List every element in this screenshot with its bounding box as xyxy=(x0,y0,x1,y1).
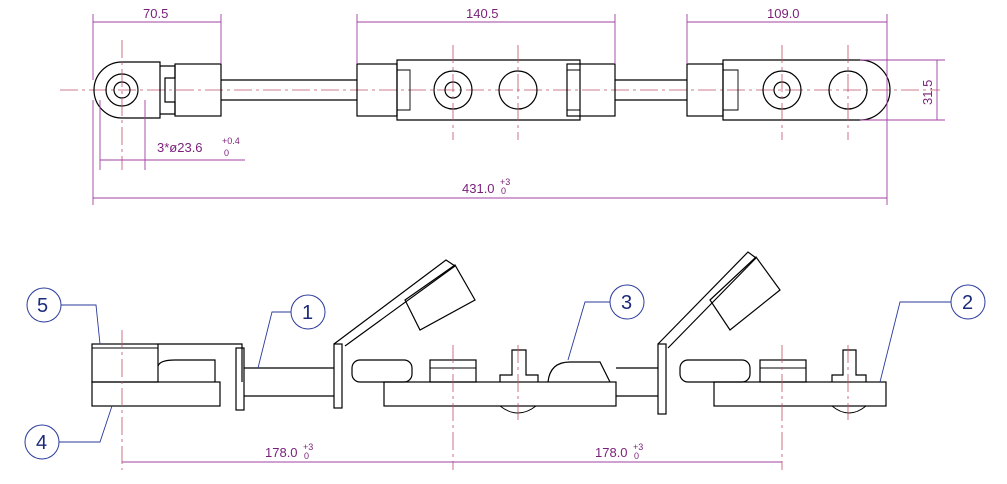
callout-4: 4 xyxy=(24,405,113,460)
top-view: 70.5 140.5 109.0 31.5 3*ø23.6 +0.4 0 431… xyxy=(60,6,945,205)
right-cover-arm xyxy=(657,251,757,349)
left-arm xyxy=(158,343,243,382)
right-bolt xyxy=(831,349,867,382)
callout-5-label: 5 xyxy=(37,295,48,317)
mid-cover-arm xyxy=(333,259,457,347)
callout-1: 1 xyxy=(257,294,326,369)
right-clip xyxy=(657,343,667,415)
left-clamp-block xyxy=(174,63,222,117)
left-clip xyxy=(235,347,245,411)
right-plate xyxy=(722,59,891,121)
dim-109-label: 109.0 xyxy=(767,6,800,21)
callout-3-label: 3 xyxy=(621,292,632,314)
dim-431-tol-bot: 0 xyxy=(501,186,506,196)
callout-2-label: 2 xyxy=(962,292,973,314)
dim-31-label: 31.5 xyxy=(920,80,935,105)
dim-431-tol-top: +3 xyxy=(500,177,510,187)
callout-leader xyxy=(257,311,291,369)
dim-178a-tol-bot: 0 xyxy=(304,451,309,461)
dim-178b-tol-top: +3 xyxy=(633,442,643,452)
mid-plate xyxy=(396,59,581,121)
left-base-block xyxy=(91,381,221,407)
dim-140-label: 140.5 xyxy=(466,6,499,21)
side-view: 178.0 +3 0 178.0 +3 0 5 1 3 2 4 xyxy=(24,251,986,470)
mid-right-pad xyxy=(547,361,611,383)
callout-4-label: 4 xyxy=(36,432,47,454)
callout-1-label: 1 xyxy=(302,302,313,324)
dim-178b-tol-bot: 0 xyxy=(634,451,639,461)
callout-5: 5 xyxy=(26,287,101,345)
callout-3: 3 xyxy=(567,284,645,361)
right-plate-notch xyxy=(723,69,739,111)
mid-left-notch xyxy=(397,69,411,111)
callout-leader xyxy=(61,304,101,345)
left-arm-curve xyxy=(157,359,216,382)
hole-dim-label: 3*ø23.6 xyxy=(157,140,203,155)
dim-70-label: 70.5 xyxy=(143,6,168,21)
mid-base-plate xyxy=(383,381,617,407)
right-nut xyxy=(759,359,807,383)
right-cover-flap xyxy=(709,256,781,331)
callout-leader xyxy=(567,301,610,361)
callout-2: 2 xyxy=(879,284,986,383)
right-pad xyxy=(679,359,751,383)
hole-tol-upper: +0.4 xyxy=(222,136,240,146)
right-bolt-head xyxy=(831,405,867,414)
left-top-block xyxy=(91,343,159,383)
mid-right-block xyxy=(566,63,616,117)
right-base-plate xyxy=(713,381,887,407)
mid-clip xyxy=(333,343,343,409)
dim-178a-label: 178.0 xyxy=(265,445,298,460)
callout-leader xyxy=(879,301,951,383)
dim-178a-tol-top: +3 xyxy=(303,442,313,452)
callout-leader xyxy=(59,405,113,443)
dim-431-label: 431.0 xyxy=(462,181,495,196)
left-eye-lug xyxy=(93,61,161,119)
mid-cover-flap xyxy=(404,264,476,331)
dim-178b-label: 178.0 xyxy=(595,445,628,460)
mid-bolt xyxy=(499,349,539,382)
hole-tol-lower: 0 xyxy=(224,148,229,158)
mid-left-pad xyxy=(351,359,413,383)
